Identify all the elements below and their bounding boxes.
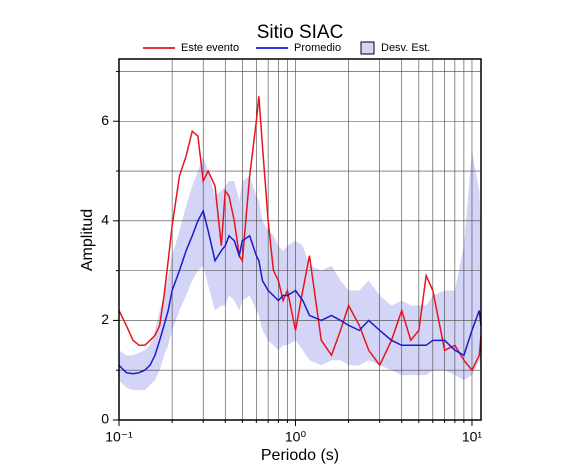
x-axis-label: Periodo (s) [261, 447, 339, 464]
legend-swatch [360, 41, 375, 55]
legend-label: Promedio [294, 42, 341, 54]
chart-title: Sitio SIAC [257, 22, 344, 43]
y-axis-label: Amplitud [79, 209, 96, 271]
legend-label: Desv. Est. [381, 42, 430, 54]
x-tick-label: 10⁻¹ [105, 429, 133, 445]
y-tick-label: 6 [101, 112, 109, 128]
data-line [118, 208, 482, 375]
y-tick-label: 0 [101, 411, 109, 427]
data-line [118, 96, 482, 372]
plot-frame [118, 58, 482, 421]
x-tick-label: 10⁰ [285, 429, 307, 445]
y-tick-label: 2 [101, 311, 109, 327]
x-tick-label: 10¹ [462, 429, 483, 445]
y-tick-label: 4 [101, 212, 109, 228]
legend-label: Este evento [181, 42, 239, 54]
